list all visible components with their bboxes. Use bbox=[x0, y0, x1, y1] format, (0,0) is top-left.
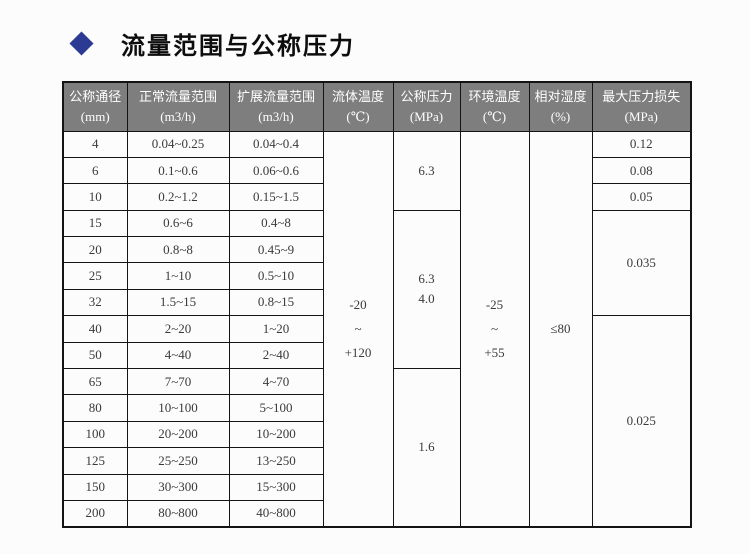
table-cell: 0.8~8 bbox=[126, 236, 230, 264]
table-cell: 25~250 bbox=[126, 447, 230, 475]
spec-table-container: 公称通径 (mm) 正常流量范围 (m3/h) 扩展流量范围 (m3/h) 流体温度 (℃) 公… bbox=[62, 81, 692, 528]
table-cell: 30~300 bbox=[126, 473, 230, 501]
table-cell: 10 bbox=[62, 183, 128, 211]
table-row: 200 80~800 40~800 bbox=[62, 499, 691, 528]
spec-table: 公称通径 (mm) 正常流量范围 (m3/h) 扩展流量范围 (m3/h) 流体温度 (℃) 公… bbox=[62, 81, 692, 528]
table-row: 40 2~20 1~20 0.025 bbox=[62, 315, 692, 528]
header-cell: 公称压力 (MPa) bbox=[392, 81, 461, 132]
header-unit: (℃) bbox=[346, 108, 370, 124]
table-cell: 7~70 bbox=[126, 368, 230, 396]
table-cell: 6.3 4.0 bbox=[392, 209, 461, 370]
table-cell: 0.04~0.4 bbox=[228, 130, 324, 158]
header-cell: 流体温度 (℃) bbox=[322, 81, 394, 132]
table-cell: 65 bbox=[62, 368, 128, 396]
table-cell: 20 bbox=[62, 236, 128, 264]
table-cell: 0.8~15 bbox=[228, 288, 324, 317]
table-cell: ≤80 bbox=[528, 130, 593, 528]
table-cell: 0.1~0.6 bbox=[126, 156, 230, 185]
table-cell: 13~250 bbox=[228, 447, 324, 475]
table-cell: 10~100 bbox=[126, 394, 230, 422]
table-cell: 20~200 bbox=[126, 420, 230, 449]
header-cell: 扩展流量范围 (m3/h) bbox=[228, 81, 324, 132]
table-cell: 15 bbox=[62, 209, 128, 238]
table-cell: 1.6 bbox=[392, 368, 461, 528]
table-row: 125 25~250 13~250 bbox=[62, 447, 691, 475]
table-cell: 0.06~0.6 bbox=[228, 156, 324, 185]
table-cell: 0.04~0.25 bbox=[126, 130, 230, 158]
table-row: 4 0.04~0.25 0.04~0.4 -20 ~ +120 6.3 -25 ~ +55… bbox=[62, 130, 692, 528]
table-cell: 0.6~6 bbox=[126, 209, 230, 238]
table-cell: 0.025 bbox=[591, 315, 692, 528]
table-cell: 15~300 bbox=[228, 473, 324, 501]
header-unit: (MPa) bbox=[409, 108, 444, 124]
table-cell: 0.45~9 bbox=[228, 236, 324, 264]
table-cell: 0.05 bbox=[591, 183, 692, 211]
header-label: 正常流量范围 bbox=[138, 88, 217, 104]
table-cell: 0.5~10 bbox=[228, 262, 324, 290]
table-cell: 10~200 bbox=[228, 420, 324, 449]
table-cell: 0.15~1.5 bbox=[228, 183, 324, 211]
header-cell: 相对湿度 (%) bbox=[528, 81, 593, 132]
table-cell: -25 ~ +55 bbox=[459, 130, 530, 528]
table-cell: 1~10 bbox=[126, 262, 230, 290]
table-cell: 25 bbox=[62, 262, 128, 290]
header-cell: 正常流量范围 (m3/h) bbox=[126, 81, 230, 132]
table-row: 32 1.5~15 0.8~15 bbox=[62, 288, 691, 317]
header-label: 相对湿度 bbox=[534, 88, 587, 104]
table-row: 15 0.6~6 0.4~8 6.3 4.0 0.035 bbox=[62, 209, 692, 370]
table-cell: 32 bbox=[62, 288, 128, 317]
table-cell: 4 bbox=[62, 130, 128, 158]
header-label: 公称通径 bbox=[69, 88, 122, 104]
table-cell: 150 bbox=[62, 473, 128, 501]
table-cell: 100 bbox=[62, 420, 128, 449]
table-cell: 80~800 bbox=[126, 499, 230, 528]
table-cell: 80 bbox=[62, 394, 128, 422]
table-cell: 40~800 bbox=[228, 499, 324, 528]
section-title-row: 流量范围与公称压力 bbox=[64, 26, 355, 60]
table-cell: 1~20 bbox=[228, 315, 324, 343]
table-cell: 50 bbox=[62, 341, 128, 370]
table-cell: -20 ~ +120 bbox=[322, 130, 394, 528]
table-cell: 2~20 bbox=[126, 315, 230, 343]
table-cell: 0.4~8 bbox=[228, 209, 324, 238]
table-cell: 200 bbox=[62, 499, 128, 528]
header-unit: (mm) bbox=[80, 108, 110, 124]
header-label: 扩展流量范围 bbox=[236, 88, 315, 104]
page-title: 流量范围与公称压力 bbox=[121, 32, 355, 60]
header-unit: (m3/h) bbox=[160, 108, 196, 124]
table-row: 10 0.2~1.2 0.15~1.5 0.05 bbox=[62, 183, 692, 211]
spec-table-header: 公称通径 (mm) 正常流量范围 (m3/h) 扩展流量范围 (m3/h) 流体温度 (℃) 公… bbox=[62, 81, 692, 132]
spec-table-body: 4 0.04~0.25 0.04~0.4 -20 ~ +120 6.3 -25 ~ +55… bbox=[62, 130, 692, 528]
header-label: 最大压力损失 bbox=[602, 88, 681, 104]
table-cell: 0.12 bbox=[591, 130, 692, 158]
header-cell: 环境温度 (℃) bbox=[459, 81, 530, 132]
table-cell: 0.08 bbox=[591, 156, 692, 185]
header-unit: (m3/h) bbox=[258, 108, 294, 124]
header-unit: (MPa) bbox=[624, 108, 658, 124]
table-cell: 40 bbox=[62, 315, 128, 343]
header-unit: (%) bbox=[550, 108, 571, 124]
table-row: 65 7~70 4~70 1.6 bbox=[62, 368, 691, 528]
table-cell: 4~70 bbox=[228, 368, 324, 396]
table-cell: 125 bbox=[62, 447, 128, 475]
table-cell: 4~40 bbox=[126, 341, 230, 370]
table-cell: 2~40 bbox=[228, 341, 324, 370]
table-cell: 1.5~15 bbox=[126, 288, 230, 317]
table-cell: 0.035 bbox=[591, 209, 692, 317]
header-cell: 最大压力损失 (MPa) bbox=[591, 81, 692, 132]
table-row: 100 20~200 10~200 bbox=[62, 420, 691, 449]
table-row: 20 0.8~8 0.45~9 bbox=[62, 236, 691, 264]
header-label: 流体温度 bbox=[331, 88, 384, 104]
header-label: 环境温度 bbox=[468, 88, 521, 104]
diamond-icon bbox=[69, 30, 94, 56]
table-cell: 0.2~1.2 bbox=[126, 183, 230, 211]
table-cell: 6.3 bbox=[392, 130, 461, 211]
header-row: 公称通径 (mm) 正常流量范围 (m3/h) 扩展流量范围 (m3/h) 流体温度 (℃) 公… bbox=[62, 81, 692, 132]
table-cell: 5~100 bbox=[228, 394, 324, 422]
table-cell: 6 bbox=[62, 156, 128, 185]
header-cell: 公称通径 (mm) bbox=[62, 81, 128, 132]
header-label: 公称压力 bbox=[400, 88, 453, 104]
header-unit: (℃) bbox=[482, 108, 507, 124]
